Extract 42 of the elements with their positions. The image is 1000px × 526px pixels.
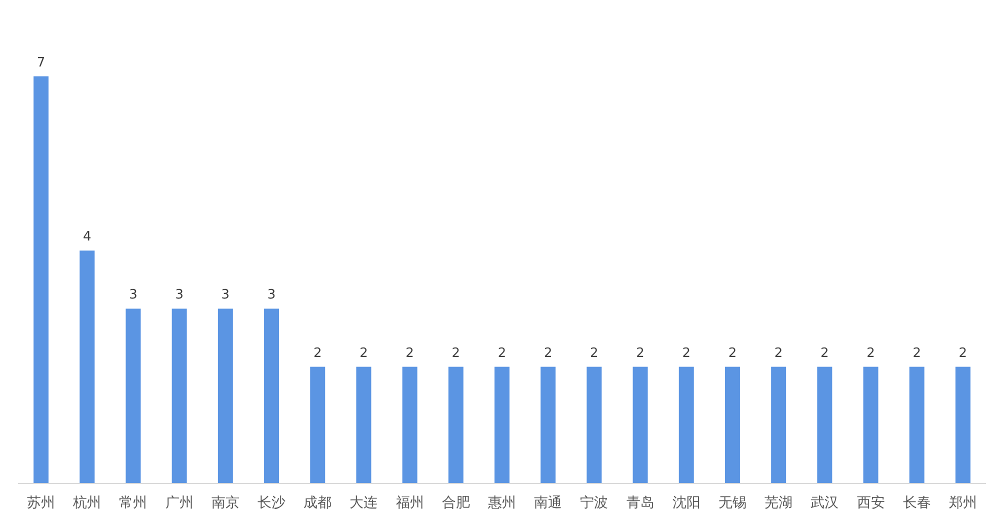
data-label: 2 — [590, 346, 598, 361]
x-tick-label: 芜湖 — [764, 495, 793, 511]
data-label: 4 — [83, 230, 92, 245]
x-tick-label: 无锡 — [718, 495, 746, 511]
x-tick-label: 福州 — [396, 495, 424, 511]
x-tick-label: 郑州 — [948, 495, 977, 511]
x-tick-label: 成都 — [304, 495, 332, 511]
data-label: 3 — [221, 288, 230, 303]
data-label: 2 — [682, 346, 691, 361]
x-tick-label: 沈阳 — [672, 495, 700, 511]
data-label: 3 — [175, 288, 184, 303]
data-label: 2 — [313, 346, 322, 361]
data-label: 3 — [129, 288, 138, 303]
data-label: 2 — [406, 346, 414, 361]
data-label: 2 — [912, 346, 921, 361]
x-tick-label: 宁波 — [580, 495, 608, 511]
x-tick-label: 苏州 — [27, 495, 56, 511]
x-tick-label: 长沙 — [258, 495, 286, 511]
data-label: 2 — [544, 346, 552, 361]
data-label: 2 — [360, 346, 368, 361]
data-label: 2 — [498, 346, 506, 361]
data-label: 2 — [452, 346, 460, 361]
data-label: 2 — [636, 346, 644, 361]
data-label: 2 — [866, 346, 875, 361]
data-label: 2 — [728, 346, 737, 361]
x-tick-label: 合肥 — [442, 495, 470, 511]
x-tick-label: 青岛 — [626, 495, 654, 511]
x-tick-label: 广州 — [165, 495, 194, 511]
x-tick-label: 武汉 — [810, 495, 839, 511]
x-tick-label: 南京 — [211, 495, 240, 511]
x-tick-label: 常州 — [119, 495, 148, 511]
data-label: 2 — [774, 346, 783, 361]
data-label: 2 — [958, 346, 968, 361]
x-tick-label: 南通 — [534, 495, 562, 511]
data-label: 3 — [267, 288, 276, 303]
x-tick-label: 大连 — [350, 495, 378, 511]
data-label: 7 — [36, 55, 46, 70]
x-tick-label: 惠州 — [487, 495, 516, 511]
x-tick-label: 西安 — [856, 495, 885, 511]
x-tick-label: 长春 — [902, 495, 931, 511]
data-label: 2 — [820, 346, 829, 361]
x-tick-label: 杭州 — [72, 495, 102, 511]
